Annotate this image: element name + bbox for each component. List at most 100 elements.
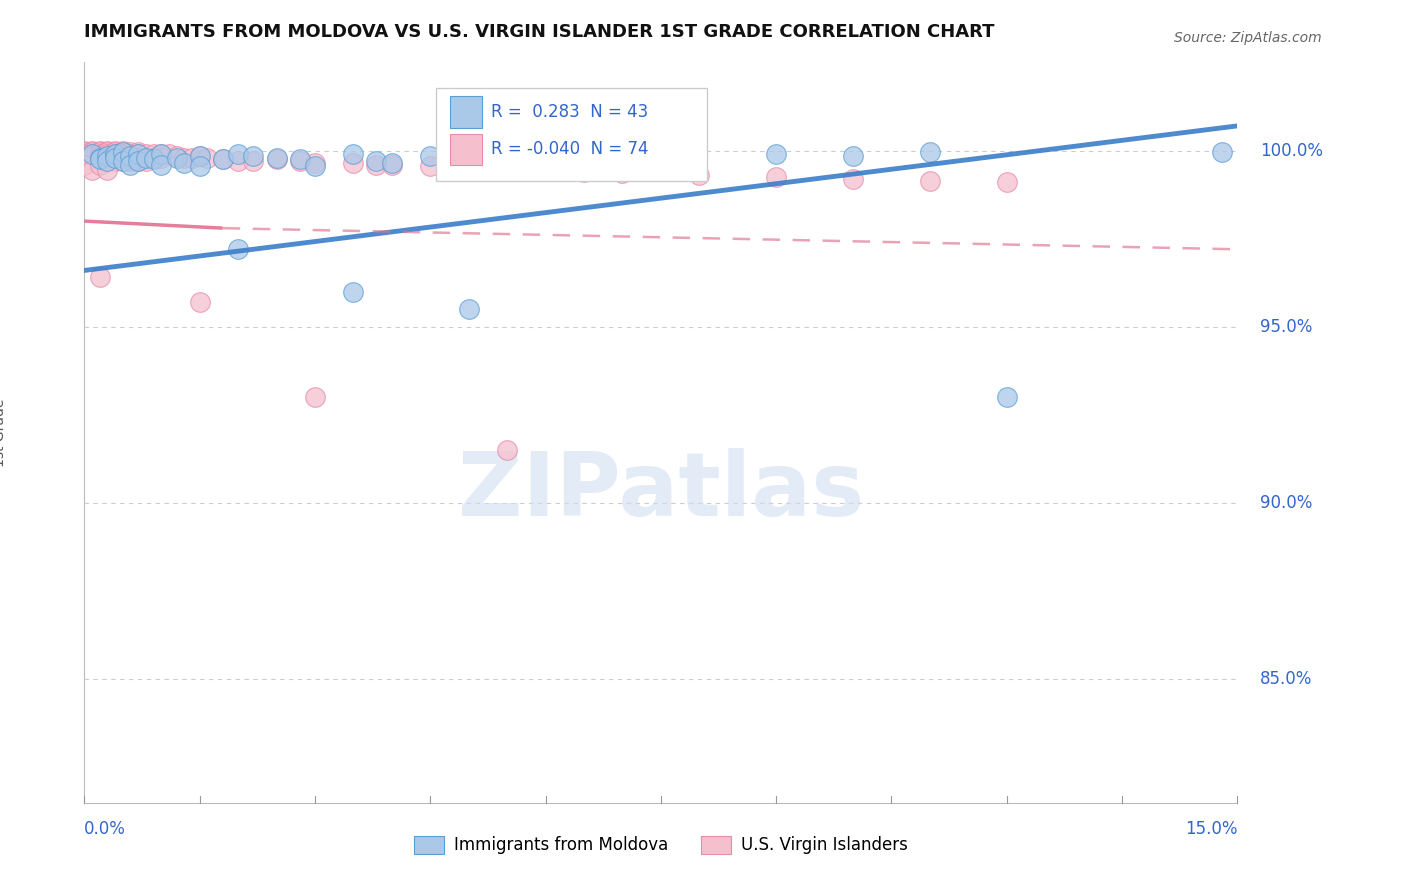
Point <box>457 161 479 176</box>
Point <box>1211 145 1233 160</box>
Point <box>381 156 404 170</box>
Text: R = -0.040  N = 74: R = -0.040 N = 74 <box>491 140 648 158</box>
Point <box>96 149 118 163</box>
Point <box>188 295 211 310</box>
Point <box>188 149 211 163</box>
Point <box>342 285 364 299</box>
Point <box>111 145 134 160</box>
Point <box>120 145 142 160</box>
Point <box>73 158 96 172</box>
Point <box>366 154 388 169</box>
Point <box>120 158 142 172</box>
Point <box>80 163 103 178</box>
Point <box>104 154 127 169</box>
Point <box>96 144 118 158</box>
Point <box>104 147 127 161</box>
Text: 0.0%: 0.0% <box>84 821 127 838</box>
Point <box>242 149 264 163</box>
Point <box>534 163 557 178</box>
Point <box>211 153 233 167</box>
Point <box>96 154 118 169</box>
Point <box>104 151 127 165</box>
Point <box>173 156 195 170</box>
Point <box>80 147 103 161</box>
Point <box>304 156 326 170</box>
Point <box>150 151 173 165</box>
Point <box>304 160 326 174</box>
Point <box>419 160 441 174</box>
Point <box>166 149 188 163</box>
Point <box>135 151 157 165</box>
Text: 85.0%: 85.0% <box>1260 671 1313 689</box>
Point <box>381 158 404 172</box>
Point <box>89 151 111 165</box>
Point <box>104 149 127 163</box>
Point <box>96 151 118 165</box>
Point <box>612 166 634 180</box>
Point <box>166 151 188 165</box>
Point <box>135 147 157 161</box>
Point <box>73 145 96 160</box>
Point <box>120 154 142 169</box>
Point <box>120 149 142 163</box>
FancyBboxPatch shape <box>436 88 707 181</box>
Point <box>765 147 787 161</box>
Point <box>120 147 142 161</box>
Point <box>572 165 595 179</box>
Point <box>304 390 326 404</box>
Point <box>120 151 142 165</box>
Point <box>288 154 311 169</box>
Point <box>96 154 118 169</box>
Point <box>572 147 595 161</box>
Point <box>342 147 364 161</box>
Point <box>96 147 118 161</box>
Point <box>104 144 127 158</box>
Point <box>111 144 134 158</box>
Point <box>366 158 388 172</box>
Point <box>96 145 118 160</box>
Point <box>89 158 111 172</box>
Point <box>688 168 710 182</box>
Text: 15.0%: 15.0% <box>1185 821 1237 838</box>
Point <box>181 151 204 165</box>
Point <box>111 154 134 169</box>
Point <box>111 147 134 161</box>
Point <box>419 149 441 163</box>
Point <box>104 147 127 161</box>
Text: IMMIGRANTS FROM MOLDOVA VS U.S. VIRGIN ISLANDER 1ST GRADE CORRELATION CHART: IMMIGRANTS FROM MOLDOVA VS U.S. VIRGIN I… <box>84 23 995 41</box>
Text: R =  0.283  N = 43: R = 0.283 N = 43 <box>491 103 648 121</box>
Point <box>457 147 479 161</box>
Point <box>150 147 173 161</box>
Point <box>995 175 1018 189</box>
Point <box>104 151 127 165</box>
FancyBboxPatch shape <box>450 134 482 165</box>
Text: 100.0%: 100.0% <box>1260 142 1323 160</box>
Point <box>266 153 288 167</box>
Point <box>89 149 111 163</box>
Point <box>150 158 173 172</box>
Point <box>142 153 165 167</box>
Point <box>89 147 111 161</box>
Point <box>127 154 149 169</box>
Point <box>457 302 479 317</box>
Point <box>80 145 103 160</box>
Point <box>496 154 519 169</box>
Point <box>226 242 249 256</box>
Point <box>195 151 218 165</box>
Point <box>89 144 111 158</box>
Point <box>211 153 233 167</box>
Point <box>650 149 672 163</box>
Point <box>288 153 311 167</box>
Text: 95.0%: 95.0% <box>1260 318 1313 336</box>
Text: Source: ZipAtlas.com: Source: ZipAtlas.com <box>1174 31 1322 45</box>
Point <box>96 163 118 178</box>
FancyBboxPatch shape <box>450 96 482 128</box>
Point <box>842 171 865 186</box>
Point <box>80 149 103 163</box>
Point <box>918 145 941 160</box>
Text: 90.0%: 90.0% <box>1260 494 1313 512</box>
Text: ZIPatlas: ZIPatlas <box>458 449 863 535</box>
Point <box>111 151 134 165</box>
Point <box>226 147 249 161</box>
Point <box>342 156 364 170</box>
